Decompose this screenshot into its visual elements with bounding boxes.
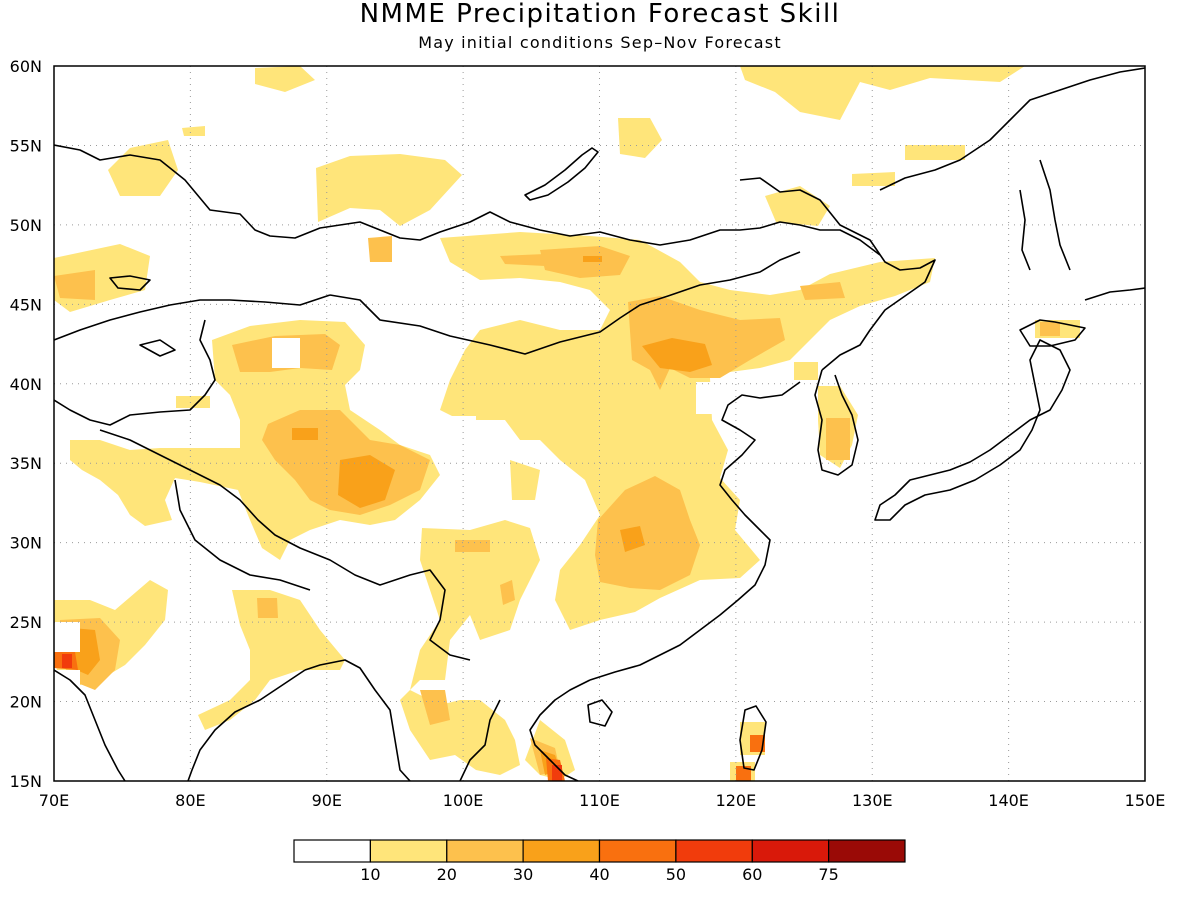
colorbar-label: 50 [666,865,686,884]
lon-tick-label: 120E [716,791,757,810]
colorbar-swatch [827,839,906,863]
longitude-labels: 70E 80E 90E 100E 110E 120E 130E 140E 150… [39,791,1166,810]
colorbar: 10 20 30 40 50 60 75 [293,839,906,884]
colorbar-swatch [675,839,753,863]
latitude-labels: 15N 20N 25N 30N 35N 40N 45N 50N 55N 60N [10,57,42,791]
lon-tick-label: 140E [988,791,1029,810]
skill-shading [54,66,1080,781]
colorbar-label: 20 [437,865,457,884]
map-subtitle: May initial conditions Sep–Nov Forecast [418,33,782,52]
colorbar-swatch [522,839,601,863]
coastlines [54,67,1145,781]
lon-tick-label: 110E [579,791,620,810]
lon-tick-label: 150E [1125,791,1166,810]
lon-tick-label: 90E [312,791,342,810]
lat-tick-label: 40N [10,375,42,394]
colorbar-label: 30 [513,865,533,884]
map-title: NMME Precipitation Forecast Skill [359,0,841,29]
lat-tick-label: 15N [10,772,42,791]
lat-tick-label: 45N [10,295,42,314]
lon-tick-label: 100E [443,791,484,810]
colorbar-swatch [598,839,677,863]
colorbar-swatch [751,839,830,863]
colorbar-label: 75 [818,865,838,884]
map-frame [53,65,1146,782]
lon-tick-label: 70E [39,791,69,810]
lat-tick-label: 30N [10,534,42,553]
lat-tick-label: 55N [10,136,42,155]
lon-tick-label: 130E [852,791,893,810]
lat-tick-label: 20N [10,693,42,712]
colorbar-label: 10 [360,865,380,884]
colorbar-swatch [446,839,524,863]
lat-tick-label: 35N [10,454,42,473]
colorbar-swatch [369,839,448,863]
lat-tick-label: 50N [10,216,42,235]
colorbar-swatch [293,839,372,863]
colorbar-label: 60 [742,865,762,884]
lon-tick-label: 80E [175,791,205,810]
lat-tick-label: 25N [10,613,42,632]
colorbar-label: 40 [589,865,609,884]
lat-tick-label: 60N [10,57,42,76]
